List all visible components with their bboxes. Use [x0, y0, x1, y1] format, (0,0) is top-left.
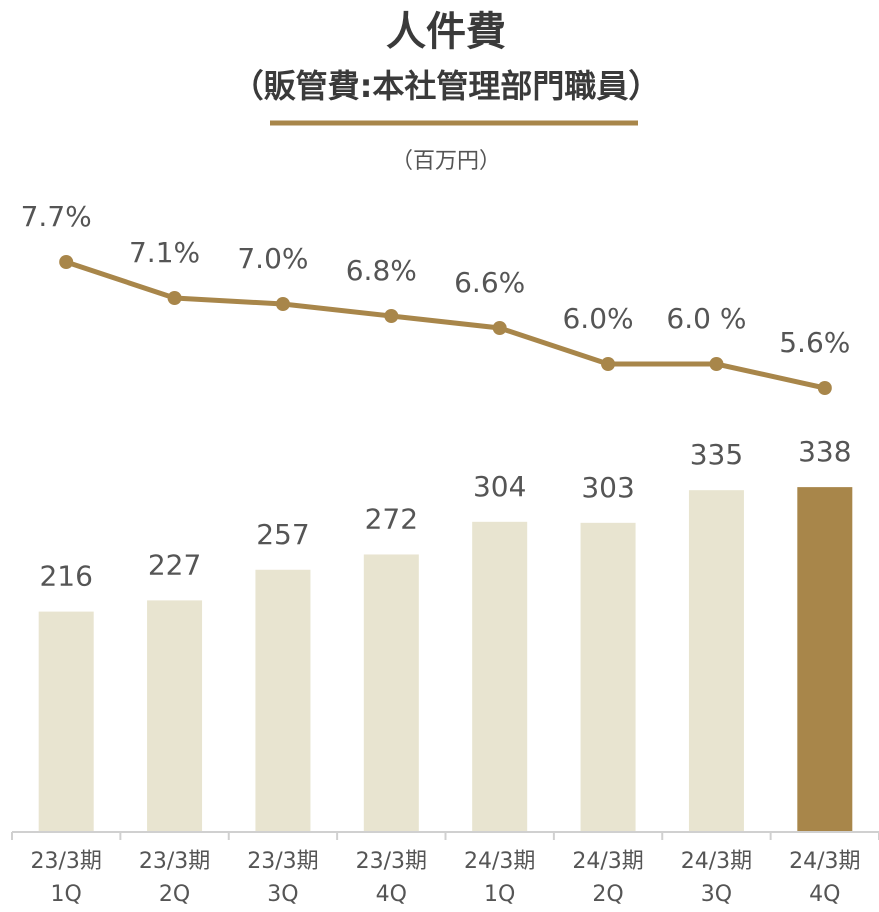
x-tick-label: 24/3期 3Q — [681, 849, 752, 907]
bar-value-label: 227 — [148, 548, 201, 581]
bar-value-label: 303 — [581, 471, 634, 504]
line-point — [492, 321, 507, 335]
chart-subtitle: （販管費:本社管理部門職員） — [232, 67, 661, 105]
line-point — [384, 309, 399, 323]
line-value-label: 6.0 % — [666, 302, 746, 335]
x-tick-label: 24/3期 4Q — [789, 849, 860, 907]
line-point — [167, 291, 182, 305]
bar — [797, 487, 853, 832]
line-point — [817, 381, 832, 395]
bar — [38, 611, 94, 832]
x-tick-label: 24/3期 1Q — [464, 849, 535, 907]
bar — [472, 521, 528, 832]
bar — [580, 522, 636, 832]
line-value-label: 6.0% — [562, 302, 633, 335]
bar — [363, 554, 419, 832]
line-value-label: 7.0% — [237, 242, 308, 275]
bar — [255, 569, 311, 832]
x-tick-label: 23/3期 4Q — [356, 849, 427, 907]
bar-value-label: 335 — [690, 438, 743, 471]
line-point — [601, 357, 616, 371]
bar — [147, 600, 203, 832]
line-value-label: 7.7% — [21, 200, 92, 233]
line-point — [59, 255, 74, 269]
line-point — [709, 357, 724, 371]
bar — [688, 490, 744, 832]
unit-label: （百万円） — [391, 149, 501, 174]
x-tick-label: 24/3期 2Q — [572, 849, 643, 907]
bar-value-label: 338 — [798, 435, 851, 468]
line-value-label: 7.1% — [129, 236, 200, 269]
bar-value-label: 257 — [256, 518, 309, 551]
line-point — [275, 297, 290, 311]
line-value-label: 6.6% — [454, 266, 525, 299]
chart-title: 人件費 — [386, 9, 506, 55]
line-value-label: 5.6% — [779, 326, 850, 359]
line — [65, 259, 826, 391]
bar-value-label: 304 — [473, 470, 526, 503]
line-value-label: 6.8% — [346, 254, 417, 287]
x-tick-label: 23/3期 1Q — [30, 849, 101, 907]
bar-value-label: 216 — [39, 560, 92, 593]
bar-value-label: 272 — [365, 502, 418, 535]
x-tick-label: 23/3期 3Q — [247, 849, 318, 907]
x-tick-label: 23/3期 2Q — [139, 849, 210, 907]
